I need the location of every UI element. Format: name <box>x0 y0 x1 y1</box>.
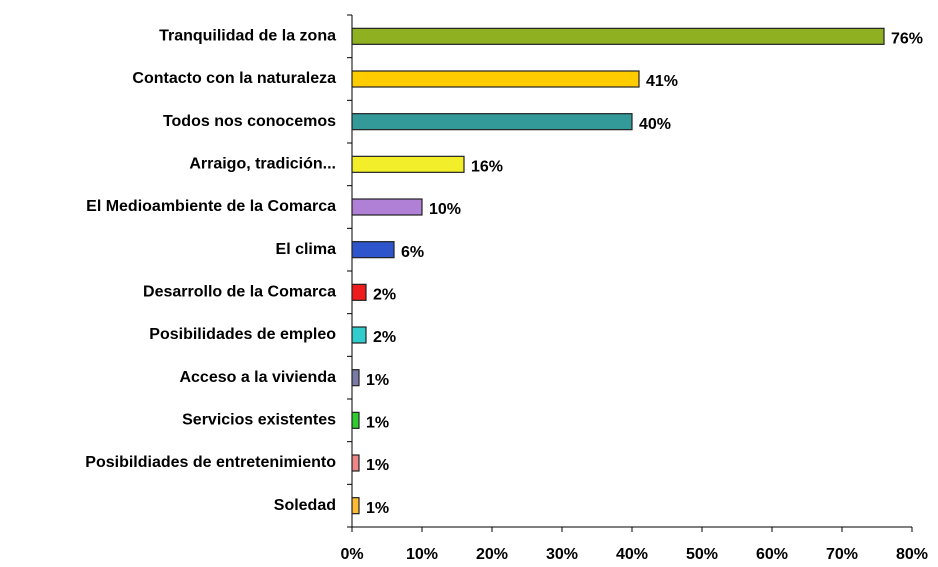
x-tick-label: 80% <box>896 546 928 563</box>
y-tick-label: Soledad <box>274 497 336 514</box>
bar <box>351 70 640 88</box>
y-tick-label: Servicios existentes <box>182 412 336 429</box>
value-label: 6% <box>401 244 424 261</box>
y-tick-label: Todos nos conocemos <box>163 113 336 130</box>
bar <box>351 155 465 173</box>
bar <box>351 454 360 472</box>
value-label: 2% <box>373 287 396 304</box>
bar <box>351 497 360 515</box>
x-tick-label: 40% <box>616 546 648 563</box>
value-label: 76% <box>891 31 923 48</box>
x-tick-label: 50% <box>686 546 718 563</box>
bar <box>351 241 395 259</box>
value-label: 1% <box>366 415 389 432</box>
value-label: 41% <box>646 73 678 90</box>
y-tick-label: Arraigo, tradición... <box>189 156 336 173</box>
y-tick-label: Tranquilidad de la zona <box>159 28 336 45</box>
y-tick-label: Posibildiades de entretenimiento <box>85 454 336 471</box>
value-label: 2% <box>373 329 396 346</box>
bar <box>351 27 885 45</box>
bar <box>351 411 360 429</box>
value-label: 10% <box>429 201 461 218</box>
y-tick-label: Desarrollo de la Comarca <box>143 284 336 301</box>
x-tick-label: 10% <box>406 546 438 563</box>
y-tick-label: El Medioambiente de la Comarca <box>86 198 336 215</box>
bar <box>351 283 367 301</box>
x-tick-label: 20% <box>476 546 508 563</box>
bar <box>351 113 633 131</box>
y-tick-label: Contacto con la naturaleza <box>132 70 336 87</box>
bar <box>351 198 423 216</box>
value-label: 40% <box>639 116 671 133</box>
value-label: 1% <box>366 500 389 517</box>
value-label: 1% <box>366 372 389 389</box>
x-tick-label: 30% <box>546 546 578 563</box>
value-label: 16% <box>471 159 503 176</box>
y-tick-label: Posibilidades de empleo <box>149 326 336 343</box>
x-tick-label: 0% <box>340 546 363 563</box>
bar <box>351 326 367 344</box>
x-tick-label: 60% <box>756 546 788 563</box>
y-tick-label: El clima <box>276 241 337 258</box>
value-label: 1% <box>366 457 389 474</box>
bar <box>351 369 360 387</box>
y-tick-label: Acceso a la vivienda <box>179 369 336 386</box>
x-tick-label: 70% <box>826 546 858 563</box>
